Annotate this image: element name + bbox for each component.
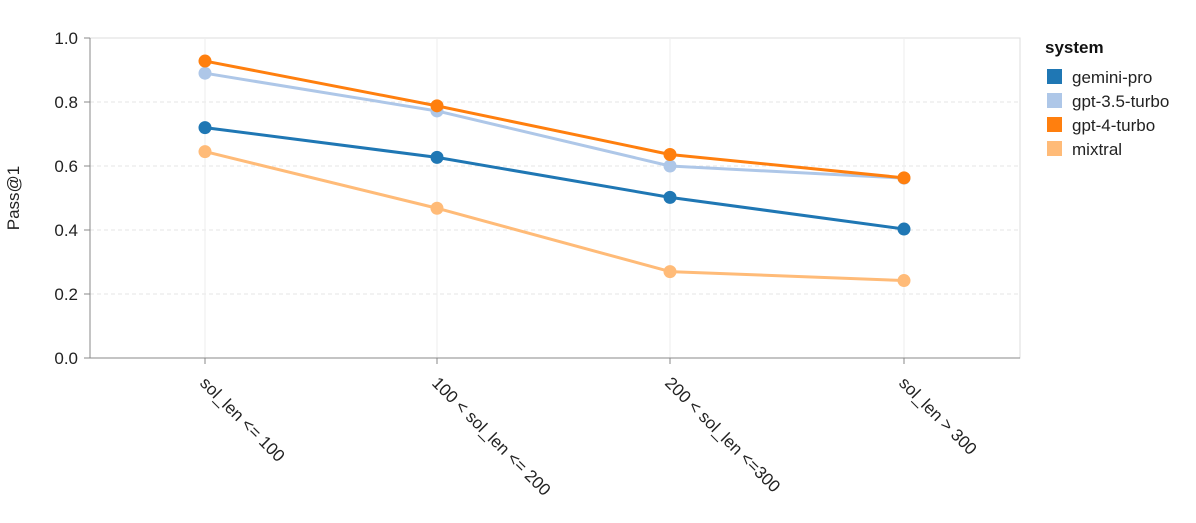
y-tick-label: 0.0 (54, 349, 78, 368)
data-point (430, 201, 444, 215)
legend-label: gpt-4-turbo (1072, 116, 1155, 135)
series-gpt-4-turbo (198, 54, 911, 185)
data-point (430, 150, 444, 164)
data-point (198, 54, 212, 68)
y-tick-label: 0.4 (54, 221, 78, 240)
legend-swatch (1047, 93, 1062, 108)
y-axis-title: Pass@1 (4, 166, 23, 231)
x-tick-label: sol_len > 300 (895, 373, 980, 458)
legend-label: gpt-3.5-turbo (1072, 92, 1169, 111)
y-tick-label: 0.2 (54, 285, 78, 304)
series-mixtral (198, 145, 911, 288)
series-line (204, 71, 905, 180)
data-point (663, 147, 677, 161)
data-point (663, 190, 677, 204)
legend-swatch (1047, 69, 1062, 84)
data-point (430, 99, 444, 113)
data-point (663, 265, 677, 279)
data-point (897, 222, 911, 236)
legend-title: system (1045, 38, 1104, 57)
series-line (204, 150, 905, 283)
legend: system gemini-pro gpt-3.5-turbo gpt-4-turb… (1045, 38, 1169, 159)
data-point (198, 121, 212, 135)
data-point (897, 171, 911, 185)
x-tick-label: sol_len <= 100 (196, 373, 288, 465)
grid (89, 37, 1021, 359)
series-line (204, 59, 905, 180)
legend-swatch (1047, 141, 1062, 156)
plot-frame (89, 37, 1021, 359)
y-tick-label: 0.8 (54, 93, 78, 112)
legend-label: mixtral (1072, 140, 1122, 159)
series-line (204, 126, 905, 231)
legend-label: gemini-pro (1072, 68, 1152, 87)
series-gemini-pro (198, 121, 911, 236)
x-tick-label: 100 < sol_len <= 200 (428, 373, 554, 499)
y-tick-label: 0.6 (54, 157, 78, 176)
data-point (663, 159, 677, 173)
data-point (198, 145, 212, 159)
data-point (198, 66, 212, 80)
y-tick-label: 1.0 (54, 29, 78, 48)
series-layer (198, 54, 911, 288)
x-tick-label: 200 < sol_len <=300 (661, 373, 784, 496)
legend-swatch (1047, 117, 1062, 132)
data-point (897, 274, 911, 288)
axes: Pass@1 0.0 0.2 0.4 0.6 0.8 1.0 sol_len <= 100 1… (4, 29, 1020, 499)
